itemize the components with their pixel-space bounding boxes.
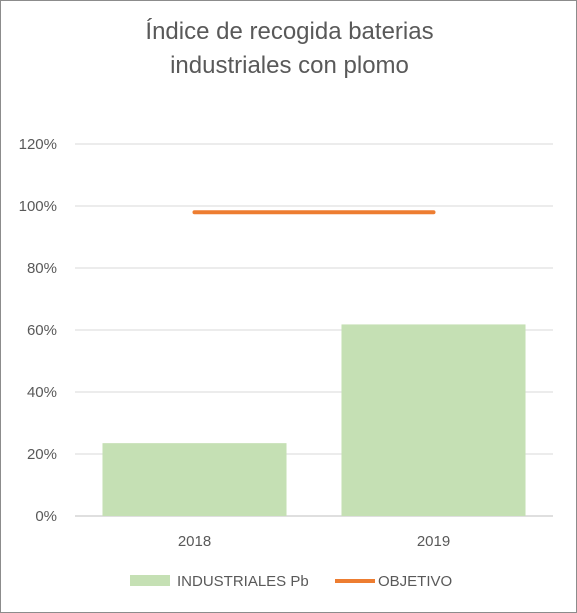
chart-title-line-2: industriales con plomo (170, 52, 409, 79)
legend-swatch-bar (130, 575, 170, 586)
bar (102, 443, 287, 516)
y-tick-label: 60% (27, 322, 57, 339)
y-tick-label: 40% (27, 384, 57, 401)
y-axis-ticks: 0% 20% 40% 60% 80% 100% 120% (19, 136, 57, 525)
y-tick-label: 0% (35, 508, 57, 525)
bar (341, 324, 526, 516)
legend-label-bar: INDUSTRIALES Pb (177, 573, 309, 590)
x-tick-label: 2018 (178, 533, 211, 550)
chart-title: Índice de recogida baterias industriales… (1, 15, 577, 83)
chart-title-line-1: Índice de recogida baterias (145, 18, 434, 45)
y-tick-label: 120% (19, 136, 57, 153)
legend-label-line: OBJETIVO (378, 573, 452, 590)
bar-series (102, 324, 526, 516)
y-tick-label: 100% (19, 198, 57, 215)
y-tick-label: 20% (27, 446, 57, 463)
y-tick-label: 80% (27, 260, 57, 277)
x-axis-ticks: 2018 2019 (178, 533, 450, 550)
x-tick-label: 2019 (417, 533, 450, 550)
legend: INDUSTRIALES Pb OBJETIVO (130, 573, 452, 590)
